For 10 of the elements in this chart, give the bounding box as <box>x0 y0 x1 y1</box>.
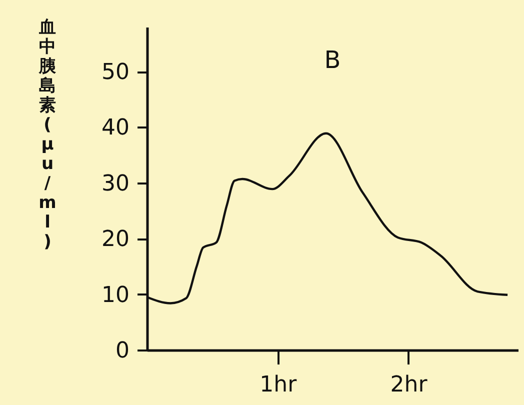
text: B <box>324 46 341 74</box>
x-tick-label: 2hr <box>390 372 428 398</box>
y-tick-label: 0 <box>116 338 130 364</box>
y-tick-label: 50 <box>102 60 130 86</box>
text: 血中胰島素(μu/ml) <box>38 18 56 252</box>
y-tick-label: 20 <box>102 227 130 252</box>
y-tick-label: 30 <box>102 171 130 196</box>
x-tick-label: 1hr <box>260 372 298 398</box>
y-tick-label: 40 <box>102 116 130 141</box>
y-tick-label: 10 <box>102 282 130 308</box>
